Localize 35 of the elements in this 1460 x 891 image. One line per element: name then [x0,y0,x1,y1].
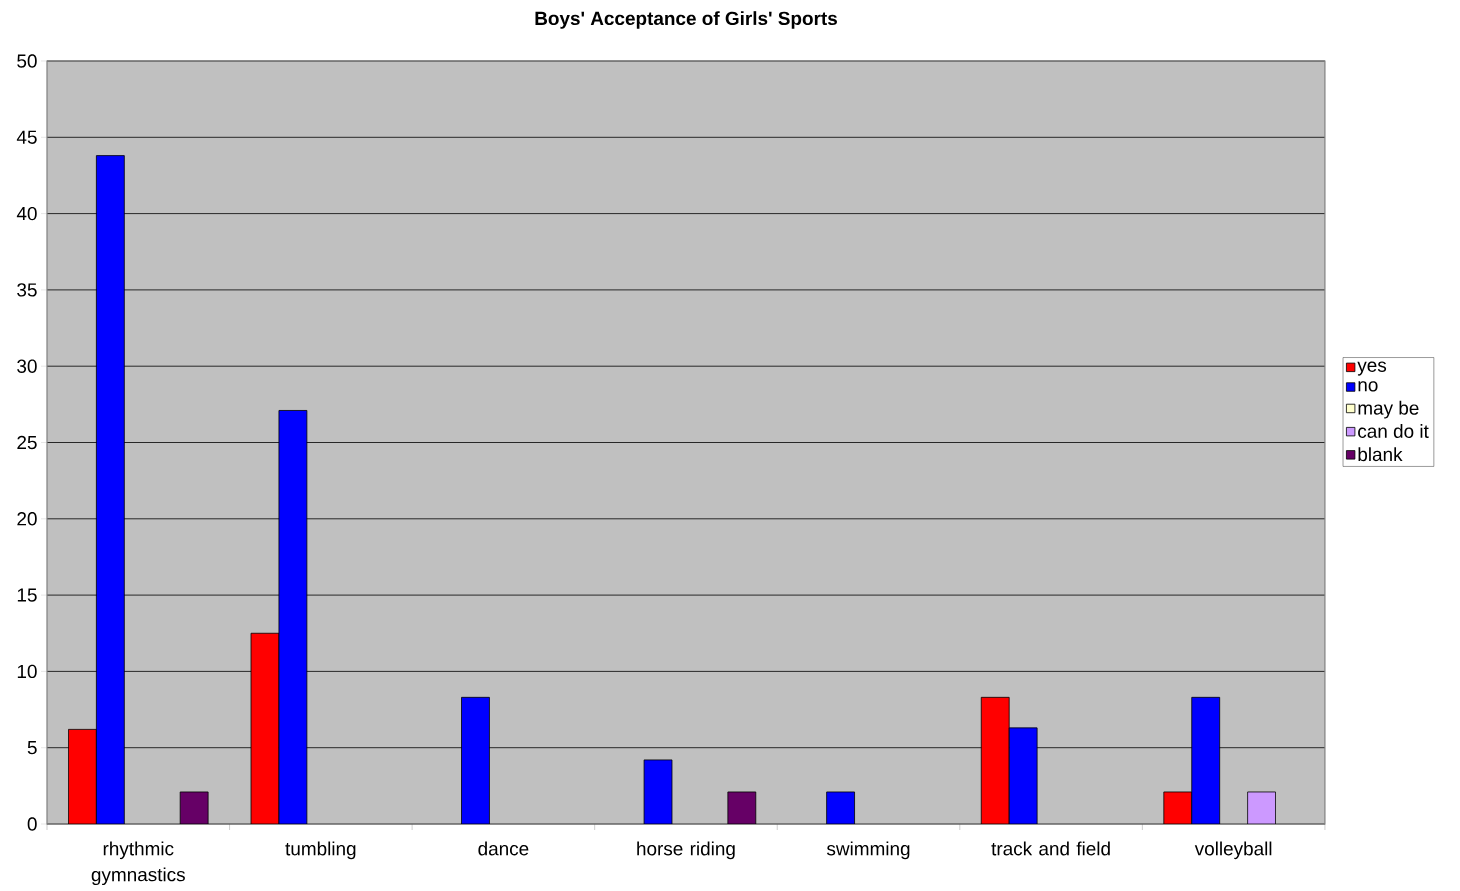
bar [1163,791,1193,824]
y-tick-label: 20 [17,512,37,526]
bar [250,632,280,824]
x-tick-label: dance [478,841,529,856]
x-tick-label: volleyball [1194,841,1272,860]
x-tick-label: tumbling [285,841,356,860]
legend-label: may be [1358,400,1419,419]
y-tick-label: 10 [17,664,37,679]
y-tick-label: 25 [17,435,37,450]
bar [1191,696,1221,824]
bar [278,410,308,824]
x-tick-label: horse riding [637,841,735,860]
x-tick-label: rhythmic gymnastics [91,841,185,886]
bar [1008,727,1038,824]
chart-title: Boys' Acceptance of Girls' Sports [535,11,837,29]
bar [980,696,1010,824]
bar [461,696,490,824]
x-tick-label: track and field [991,841,1110,856]
y-tick-label: 0 [27,817,37,831]
bar [643,759,673,824]
x-tick-label: swimming [826,841,910,860]
bar [68,728,97,824]
y-tick-label: 5 [27,741,37,755]
y-tick-label: 40 [16,206,37,221]
bar [826,791,855,824]
y-tick-label: 45 [16,130,37,144]
y-tick-label: 35 [17,283,37,297]
legend-label: no [1358,381,1378,392]
legend-label: blank [1358,447,1403,462]
bar [95,155,125,824]
y-tick-label: 30 [17,359,37,373]
y-tick-label: 15 [17,588,37,602]
legend-label: can do it [1358,424,1429,438]
legend-label: yes [1357,361,1387,376]
y-tick-label: 50 [17,54,37,68]
